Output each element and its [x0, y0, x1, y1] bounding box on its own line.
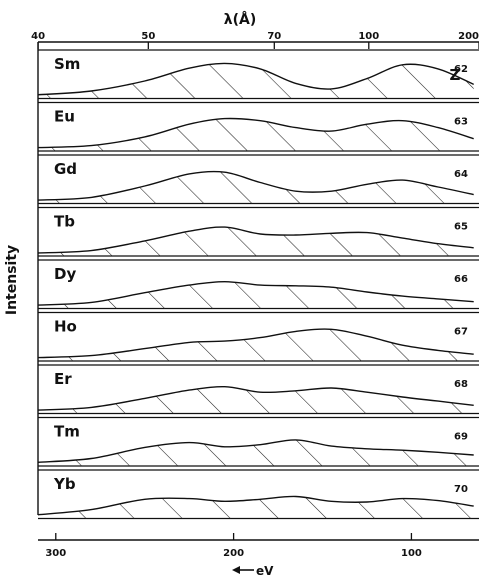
y-axis-label: Intensity — [4, 245, 20, 315]
z-value-Ho: 67 — [454, 327, 468, 338]
panel-Tm: Tm 69 — [37, 416, 479, 467]
top-tick-label-70: 70 — [267, 31, 281, 42]
panel-Sm: Sm 62 — [37, 49, 479, 100]
spectrum-line-Tb — [37, 226, 474, 254]
z-value-Sm: 62 — [454, 64, 468, 75]
panel-Tb: Tb 65 — [37, 206, 479, 257]
z-header: Z — [450, 66, 461, 84]
hatched-area-Gd — [38, 171, 474, 204]
top-tick-label-100: 100 — [358, 31, 379, 42]
element-label-Sm: Sm — [54, 55, 80, 73]
spectra-panels: Sm 62 Eu 63 Gd 64 Tb 65 Dy 66 Ho 67 Er 68 Tm 69 Yb 70 — [37, 49, 479, 520]
z-value-Dy: 66 — [454, 274, 468, 285]
z-value-Yb: 70 — [454, 484, 468, 495]
element-label-Gd: Gd — [54, 160, 77, 178]
panel-Dy: Dy 66 — [37, 259, 479, 310]
bottom-tick-label-100: 100 — [401, 548, 422, 559]
top-axis-label: λ(Å) — [224, 11, 257, 28]
spectrum-line-Yb — [37, 495, 474, 516]
hatched-area-Ho — [38, 329, 474, 361]
z-value-Gd: 64 — [454, 169, 468, 180]
bottom-tick-label-300: 300 — [45, 548, 66, 559]
spectrum-line-Dy — [37, 280, 474, 306]
element-label-Yb: Yb — [53, 475, 76, 493]
top-tick-label-40: 40 — [31, 31, 45, 42]
spectrum-line-Er — [37, 385, 474, 411]
top-axis-ticks: 40 50 70 100 200 — [31, 31, 479, 49]
energy-arrow-head — [232, 566, 240, 574]
panel-Ho: Ho 67 — [37, 311, 479, 362]
spectrum-line-Sm — [37, 62, 474, 96]
element-label-Eu: Eu — [54, 108, 75, 126]
top-tick-label-200: 200 — [458, 31, 479, 42]
z-value-Tb: 65 — [454, 222, 468, 233]
hatched-area-Er — [38, 386, 474, 414]
bottom-axis-ticks: 300 200 100 — [45, 533, 422, 559]
element-label-Dy: Dy — [54, 265, 76, 283]
spectrum-line-Ho — [37, 328, 474, 359]
panel-Eu: Eu 63 — [37, 101, 479, 152]
z-value-Eu: 63 — [454, 117, 468, 128]
panel-Yb: Yb 70 — [37, 469, 479, 520]
top-tick-label-50: 50 — [141, 31, 155, 42]
z-value-Tm: 69 — [454, 432, 468, 443]
hatched-area-Sm — [38, 63, 474, 99]
hatched-area-Dy — [38, 281, 474, 309]
bottom-axis-label: eV — [256, 564, 274, 576]
element-label-Er: Er — [54, 370, 72, 388]
hatched-area-Yb — [38, 496, 474, 519]
panel-Gd: Gd 64 — [37, 154, 479, 205]
spectrum-line-Gd — [37, 170, 474, 201]
z-value-Er: 68 — [454, 379, 468, 390]
spectrum-line-Eu — [37, 117, 474, 149]
element-label-Ho: Ho — [54, 318, 77, 336]
hatched-area-Eu — [38, 118, 474, 151]
spectrum-line-Tm — [37, 439, 474, 463]
hatched-area-Tm — [38, 439, 474, 466]
element-label-Tb: Tb — [54, 213, 75, 231]
hatched-area-Tb — [38, 227, 474, 256]
element-label-Tm: Tm — [54, 423, 80, 441]
panel-Er: Er 68 — [37, 364, 479, 415]
bottom-tick-label-200: 200 — [223, 548, 244, 559]
bottom-axis-title: eV — [232, 564, 274, 576]
